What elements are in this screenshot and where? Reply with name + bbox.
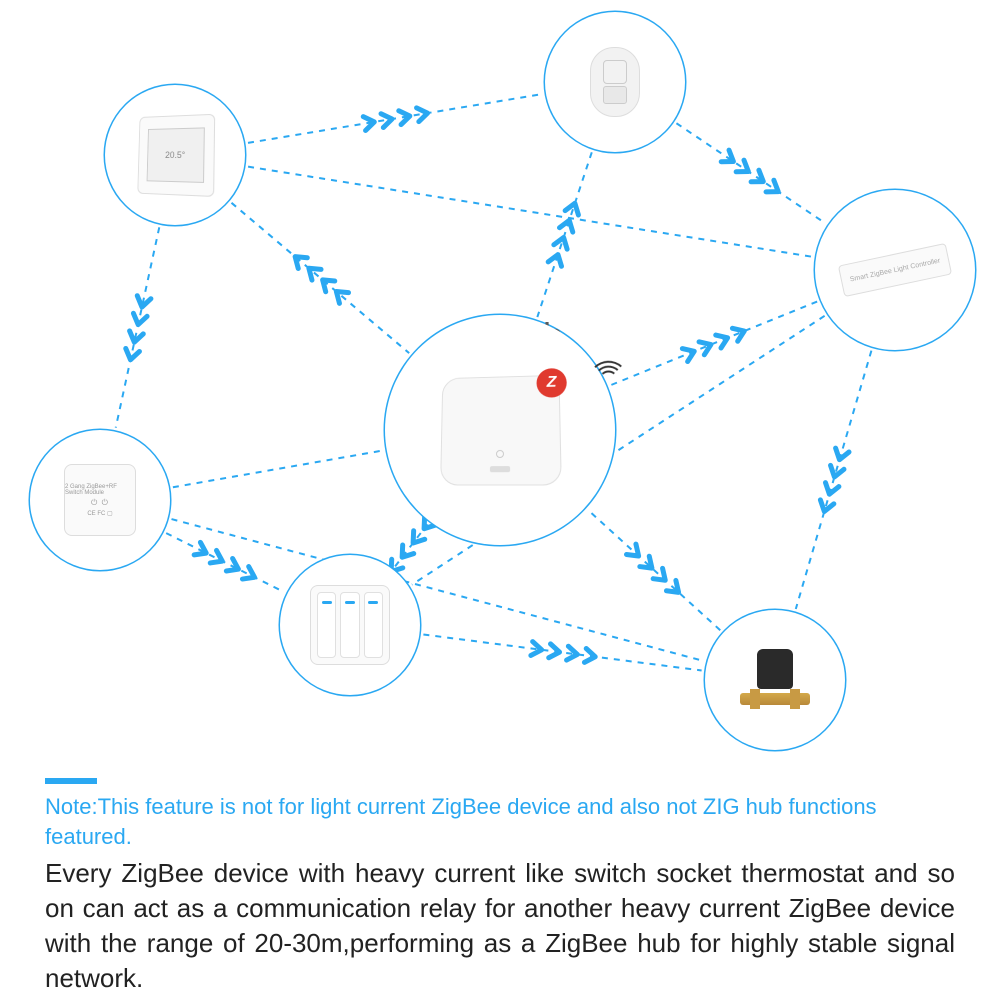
smart-plug-icon <box>590 47 640 117</box>
node-switch <box>280 555 420 695</box>
light-controller-icon: Smart ZigBee Light Controller <box>838 243 952 297</box>
node-thermostat: 20.5° <box>105 85 245 225</box>
note-text: Note:This feature is not for light curre… <box>45 792 955 851</box>
note-accent-bar <box>45 778 97 784</box>
node-plug <box>545 12 685 152</box>
switch-module-icon: 2 Gang ZigBee+RF Switch Module⏻ ⏻CE FC ▢ <box>64 464 136 536</box>
node-valve <box>705 610 845 750</box>
network-diagram: Hub Z20.5°Smart ZigBee Light Controller2… <box>0 0 1000 770</box>
valve-controller-icon <box>740 645 810 715</box>
thermostat-icon: 20.5° <box>137 114 215 197</box>
node-module: 2 Gang ZigBee+RF Switch Module⏻ ⏻CE FC ▢ <box>30 430 170 570</box>
wall-switch-icon <box>310 585 390 665</box>
node-hub: Z <box>385 315 615 545</box>
body-text: Every ZigBee device with heavy current l… <box>45 856 955 996</box>
hub-device-icon: Z <box>440 375 562 486</box>
node-controller: Smart ZigBee Light Controller <box>815 190 975 350</box>
